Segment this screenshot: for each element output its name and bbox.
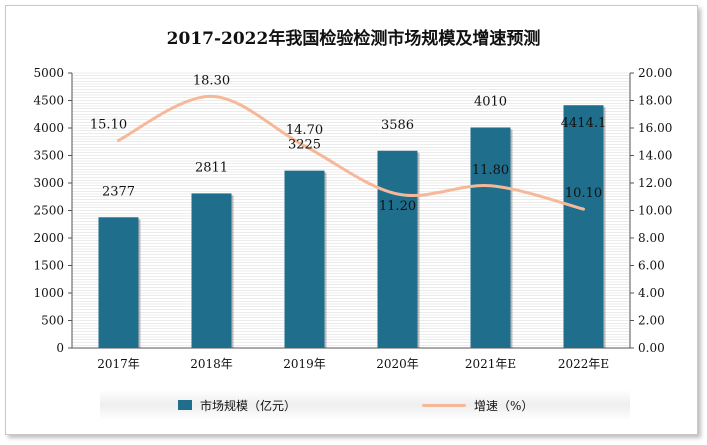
y2-tick-label: 14.00 bbox=[638, 149, 672, 163]
y2-tick-label: 2.00 bbox=[638, 314, 665, 328]
legend-line-swatch bbox=[422, 403, 466, 407]
y-tick-label: 3000 bbox=[33, 176, 64, 190]
bar-value-label: 3586 bbox=[381, 118, 414, 133]
y-tick-label: 1000 bbox=[33, 286, 64, 300]
x-tick-label: 2018年 bbox=[190, 357, 233, 371]
bar bbox=[470, 127, 511, 348]
y-tick-label: 500 bbox=[41, 314, 64, 328]
chart-title: 2017-2022年我国检验检测市场规模及增速预测 bbox=[166, 29, 541, 49]
bar-value-label: 3225 bbox=[288, 138, 321, 153]
line-value-label: 11.20 bbox=[379, 199, 416, 214]
y2-tick-label: 0.00 bbox=[638, 341, 665, 355]
y2-tick-label: 16.00 bbox=[638, 121, 672, 135]
line-value-label: 15.10 bbox=[90, 117, 127, 132]
x-tick-label: 2021年E bbox=[465, 357, 516, 371]
y-tick-label: 2500 bbox=[33, 204, 64, 218]
bar bbox=[563, 105, 604, 348]
y-tick-label: 1500 bbox=[33, 259, 64, 273]
y2-tick-label: 12.00 bbox=[638, 176, 672, 190]
y2-tick-label: 10.00 bbox=[638, 204, 672, 218]
line-value-label: 18.30 bbox=[193, 73, 230, 88]
y-tick-label: 2000 bbox=[33, 231, 64, 245]
bar-value-label: 4414.1 bbox=[561, 116, 607, 131]
y2-tick-label: 4.00 bbox=[638, 286, 665, 300]
x-tick-label: 2020年 bbox=[376, 357, 419, 371]
bar bbox=[98, 217, 139, 348]
legend-item-bar: 市场规模（亿元） bbox=[178, 397, 296, 414]
y2-tick-label: 8.00 bbox=[638, 231, 665, 245]
legend-bar-label: 市场规模（亿元） bbox=[200, 398, 297, 413]
x-tick-label: 2019年 bbox=[283, 357, 326, 371]
legend: 市场规模（亿元） 增速（%） bbox=[100, 390, 630, 420]
x-tick-label: 2017年 bbox=[97, 357, 140, 371]
y2-tick-label: 6.00 bbox=[638, 259, 665, 273]
y-tick-label: 4500 bbox=[33, 94, 64, 108]
bar-value-label: 2377 bbox=[102, 184, 135, 199]
line-value-label: 10.10 bbox=[565, 186, 602, 201]
bar bbox=[284, 170, 325, 348]
y2-tick-label: 18.00 bbox=[638, 94, 672, 108]
y-tick-label: 4000 bbox=[33, 121, 64, 135]
bar-value-label: 4010 bbox=[474, 94, 507, 109]
line-value-label: 11.80 bbox=[472, 163, 509, 178]
y2-tick-label: 20.00 bbox=[638, 66, 672, 80]
x-tick-label: 2022年E bbox=[558, 357, 609, 371]
legend-bar-swatch bbox=[178, 400, 192, 410]
bar bbox=[191, 193, 232, 348]
y-tick-label: 5000 bbox=[33, 66, 64, 80]
y-tick-label: 0 bbox=[56, 341, 64, 355]
line-value-label: 14.70 bbox=[286, 123, 323, 138]
legend-item-line: 增速（%） bbox=[422, 397, 533, 414]
y-tick-label: 3500 bbox=[33, 149, 64, 163]
bar bbox=[377, 150, 418, 348]
growth-line bbox=[117, 94, 585, 211]
legend-line-label: 增速（%） bbox=[474, 398, 534, 413]
bar-value-label: 2811 bbox=[195, 160, 228, 175]
